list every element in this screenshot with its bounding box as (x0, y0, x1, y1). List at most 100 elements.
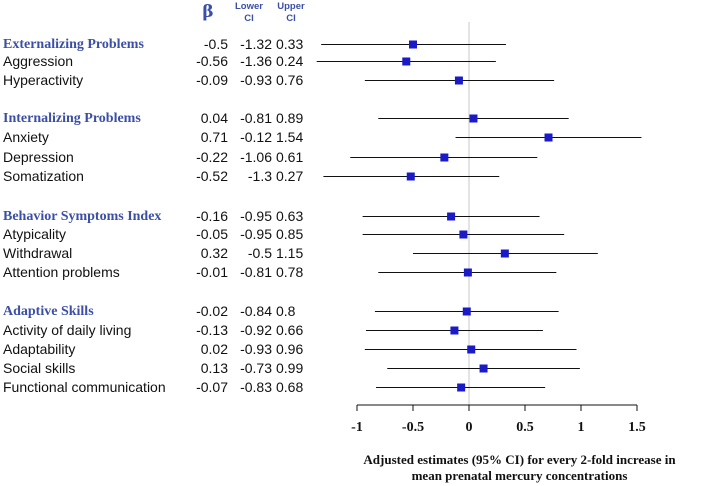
outcome-label: Attention problems (3, 264, 120, 280)
lower-ci-value: -0.83 (240, 379, 272, 395)
estimate-marker (467, 345, 476, 354)
upper-ci-value: 0.85 (276, 226, 304, 242)
outcome-row: Attention problems -0.01 -0.81 0.78 (0, 263, 320, 282)
estimate-marker (459, 230, 468, 239)
upper-ci-value: 1.54 (276, 129, 304, 145)
upper-ci-value: 0.61 (276, 149, 304, 165)
outcome-row: Functional communication -0.07 -0.83 0.68 (0, 378, 320, 397)
lower-ci-value: -0.12 (240, 129, 272, 145)
upper-ci-value: 0.99 (276, 360, 304, 376)
outcome-label: Atypicality (3, 226, 67, 242)
beta-value: -0.07 (196, 379, 228, 395)
lower-ci-value: -0.95 (240, 208, 272, 224)
outcome-label: Somatization (3, 168, 84, 184)
beta-value: -0.05 (196, 226, 228, 242)
outcome-row: Hyperactivity -0.09 -0.93 0.76 (0, 71, 320, 90)
x-axis-label-line-1: Adjusted estimates (95% CI) for every 2-… (363, 452, 676, 467)
outcome-label: Adaptability (3, 341, 76, 357)
beta-value: -0.52 (196, 168, 228, 184)
upper-ci-value: 0.78 (276, 264, 304, 280)
group-row: Internalizing Problems 0.04 -0.81 0.89 (0, 109, 320, 128)
beta-value: 0.13 (200, 360, 228, 376)
outcome-row: Withdrawal 0.32 -0.5 1.15 (0, 244, 320, 263)
outcome-row: Aggression -0.56 -1.36 0.24 (0, 52, 320, 71)
x-tick-label: -1 (351, 420, 363, 435)
x-tick-label: 1.5 (628, 420, 646, 435)
outcome-row: Depression -0.22 -1.06 0.61 (0, 148, 320, 167)
beta-value: 0.32 (200, 245, 228, 261)
lower-ci-value: -0.93 (240, 72, 272, 88)
x-tick-label: 1 (578, 420, 585, 435)
outcome-label: Anxiety (3, 129, 49, 145)
group-row: Externalizing Problems -0.5 -1.32 0.33 (0, 35, 320, 54)
estimate-marker (409, 40, 417, 49)
outcome-label: Activity of daily living (3, 322, 132, 338)
upper-ci-value: 0.24 (276, 53, 304, 69)
estimate-marker (402, 57, 411, 66)
estimate-marker (454, 76, 463, 85)
outcome-label: Depression (3, 149, 74, 165)
outcome-label: Hyperactivity (3, 72, 84, 88)
beta-value: -0.02 (196, 303, 228, 319)
upper-ci-value: 0.66 (276, 322, 304, 338)
lower-ci-value: -0.5 (247, 245, 272, 261)
estimate-marker (500, 249, 509, 258)
beta-value: 0.04 (200, 110, 228, 126)
beta-value: -0.56 (196, 53, 228, 69)
lower-ci-value: -0.81 (240, 110, 272, 126)
lower-ci-value: -0.84 (240, 303, 272, 319)
outcome-label: Withdrawal (3, 245, 73, 261)
estimate-marker (450, 326, 459, 335)
x-tick-label: -0.5 (402, 420, 424, 435)
outcome-label: Aggression (3, 53, 74, 69)
x-tick-label: 0 (466, 420, 473, 435)
beta-value: -0.01 (196, 264, 228, 280)
group-label: Externalizing Problems (3, 37, 144, 52)
outcome-label: Functional communication (3, 379, 166, 395)
upper-ci-value: 0.76 (276, 72, 304, 88)
group-label: Behavior Symptoms Index (3, 209, 162, 224)
beta-value: 0.02 (200, 341, 228, 357)
outcome-row: Adaptability 0.02 -0.93 0.96 (0, 340, 320, 359)
outcome-row: Somatization -0.52 -1.3 0.27 (0, 167, 320, 186)
x-tick-label: 0.5 (516, 420, 534, 435)
x-axis-label-line-2: mean prenatal mercury concentrations (411, 468, 628, 483)
estimate-marker (457, 383, 466, 392)
beta-value: -0.16 (196, 208, 228, 224)
outcome-row: Activity of daily living -0.13 -0.92 0.66 (0, 321, 320, 340)
lower-ci-value: -1.06 (240, 149, 272, 165)
lower-ci-value: -0.81 (240, 264, 272, 280)
beta-value: -0.09 (196, 72, 228, 88)
lower-ci-value: -1.32 (240, 36, 272, 52)
beta-value: -0.22 (196, 149, 228, 165)
lower-ci-value: -1.36 (240, 53, 272, 69)
beta-value: -0.5 (203, 36, 228, 52)
lower-ci-column-header: Lower CI (235, 1, 263, 24)
beta-value: -0.13 (196, 322, 228, 338)
group-row: Behavior Symptoms Index -0.16 -0.95 0.63 (0, 207, 320, 226)
estimate-marker (479, 364, 488, 373)
lower-ci-value: -0.93 (240, 341, 272, 357)
lower-ci-value: -0.95 (240, 226, 272, 242)
lower-ci-value: -0.73 (240, 360, 272, 376)
outcome-label: Social skills (3, 360, 76, 376)
upper-ci-value: 0.96 (276, 341, 304, 357)
outcome-row: Social skills 0.13 -0.73 0.99 (0, 359, 320, 378)
upper-ci-value: 0.27 (276, 168, 304, 184)
upper-ci-value: 0.89 (276, 110, 304, 126)
beta-column-header: β (202, 2, 214, 22)
estimate-marker (463, 268, 472, 277)
outcome-row: Anxiety 0.71 -0.12 1.54 (0, 128, 320, 147)
upper-ci-value: 0.33 (276, 36, 304, 52)
outcome-row: Atypicality -0.05 -0.95 0.85 (0, 225, 320, 244)
lower-ci-value: -0.92 (240, 322, 272, 338)
estimate-marker (469, 114, 478, 123)
x-axis-label: Adjusted estimates (95% CI) for every 2-… (330, 452, 709, 484)
estimate-marker (462, 307, 471, 316)
upper-ci-value: 1.15 (276, 245, 304, 261)
group-label: Adaptive Skills (3, 304, 94, 319)
estimate-marker (440, 153, 449, 162)
estimate-marker (447, 212, 456, 221)
